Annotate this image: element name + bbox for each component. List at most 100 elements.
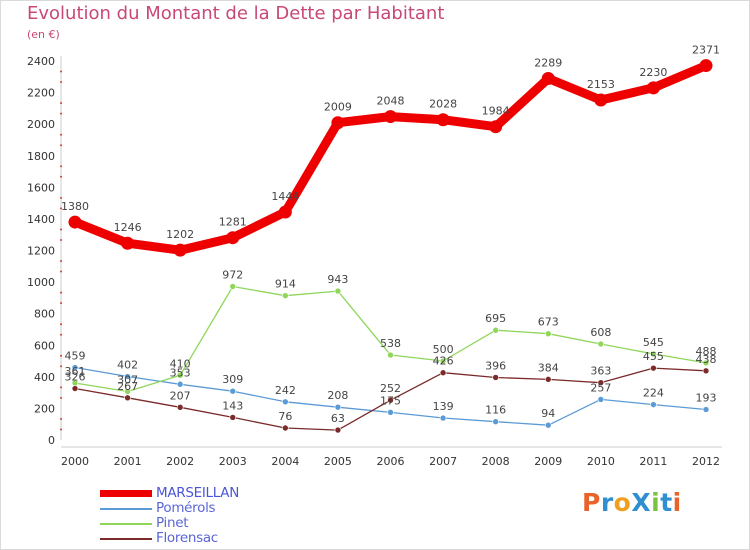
data-label: 2009 [324, 101, 352, 114]
data-point [489, 120, 503, 134]
chart-subtitle: (en €) [27, 28, 60, 41]
data-point [334, 426, 342, 434]
data-point [331, 116, 345, 130]
data-label: 2289 [534, 57, 562, 70]
data-label: 257 [590, 381, 611, 394]
data-label: 2048 [377, 95, 405, 108]
y-minor-tick [60, 417, 62, 420]
data-label: 972 [222, 269, 243, 282]
y-minor-tick [60, 102, 62, 105]
y-minor-tick [60, 291, 62, 294]
data-label: 459 [65, 350, 86, 363]
data-point [173, 243, 187, 257]
x-tick-label: 2010 [587, 455, 615, 468]
data-point [282, 424, 289, 432]
data-label: 673 [538, 316, 559, 329]
x-tick-label: 2012 [692, 455, 720, 468]
data-label: 914 [275, 278, 296, 291]
y-minor-tick [60, 354, 62, 357]
y-minor-tick [60, 365, 62, 368]
data-label: 63 [331, 412, 345, 425]
data-point [176, 404, 184, 411]
x-tick-label: 2000 [61, 455, 89, 468]
y-tick-label: 200 [34, 402, 55, 415]
series-layer [68, 59, 713, 434]
data-label: 175 [380, 394, 401, 407]
data-point [229, 283, 237, 290]
brand-letter: i [651, 488, 661, 517]
data-point [121, 236, 135, 250]
data-label: 500 [433, 343, 454, 356]
data-label: 139 [433, 400, 454, 413]
y-tick-label: 0 [48, 434, 55, 447]
data-label: 208 [327, 389, 348, 402]
data-point [278, 205, 292, 219]
data-point [597, 396, 605, 403]
brand-letter: t [660, 488, 673, 517]
data-point [492, 326, 499, 334]
data-point [492, 374, 499, 381]
data-label: 143 [222, 399, 243, 412]
y-minor-tick [60, 70, 62, 73]
data-point [229, 414, 237, 421]
data-point [176, 380, 184, 388]
legend-label: Pomérols [156, 500, 216, 516]
x-tick-label: 2001 [114, 455, 142, 468]
x-tick-label: 2007 [429, 455, 457, 468]
data-label: 207 [170, 389, 191, 402]
data-point [387, 409, 394, 416]
data-point [334, 287, 342, 295]
y-minor-tick [60, 396, 62, 399]
data-label: 363 [590, 365, 611, 378]
data-point [544, 376, 552, 383]
x-tick-label: 2002 [166, 455, 194, 468]
brand-logo: ProXiti [582, 488, 682, 517]
y-tick-label: 1400 [27, 213, 55, 226]
y-minor-tick [60, 165, 62, 168]
y-minor-tick [60, 238, 62, 241]
data-label: 193 [696, 392, 717, 405]
y-minor-tick [60, 323, 62, 326]
y-tick-label: 1600 [27, 181, 55, 194]
data-label: 410 [170, 357, 191, 370]
data-label: 2230 [639, 66, 667, 79]
y-minor-tick [60, 144, 62, 147]
data-point [646, 81, 660, 95]
data-label: 116 [485, 404, 506, 417]
data-point [384, 110, 397, 124]
data-point [597, 379, 605, 386]
series-line-marseillan [70, 61, 711, 255]
data-label: 396 [485, 359, 506, 372]
data-label: 242 [275, 384, 296, 397]
data-point [334, 403, 342, 411]
legend-label: MARSEILLAN [156, 485, 240, 501]
legend-label: Florensac [156, 530, 218, 546]
y-tick-label: 2000 [27, 118, 55, 131]
chart-title: Evolution du Montant de la Dette par Hab… [27, 3, 445, 24]
y-minor-tick [60, 112, 62, 115]
data-label: 426 [433, 355, 454, 368]
y-tick-label: 600 [34, 339, 55, 352]
data-point [650, 364, 657, 372]
y-tick-label: 1200 [27, 245, 55, 258]
data-point [594, 93, 608, 107]
data-point [124, 388, 131, 395]
data-point [702, 359, 710, 367]
axes: 0 200 400 600 800 1000 1200 1400 1600 1800 2000 220… [27, 55, 722, 468]
data-label: 608 [590, 326, 611, 339]
data-label: 943 [327, 273, 348, 286]
x-tick-label: 2009 [534, 455, 562, 468]
y-minor-tick [60, 228, 62, 231]
data-point [544, 421, 552, 429]
y-minor-tick [60, 133, 62, 136]
y-tick-label: 1800 [27, 150, 55, 163]
data-label: 2028 [429, 98, 457, 111]
data-point [282, 398, 289, 406]
x-tick-label: 2004 [271, 455, 299, 468]
y-minor-tick [60, 333, 62, 336]
data-point [541, 72, 555, 86]
brand-letter: o [613, 488, 632, 517]
data-label: 455 [643, 350, 664, 363]
x-tick-label: 2008 [482, 455, 510, 468]
